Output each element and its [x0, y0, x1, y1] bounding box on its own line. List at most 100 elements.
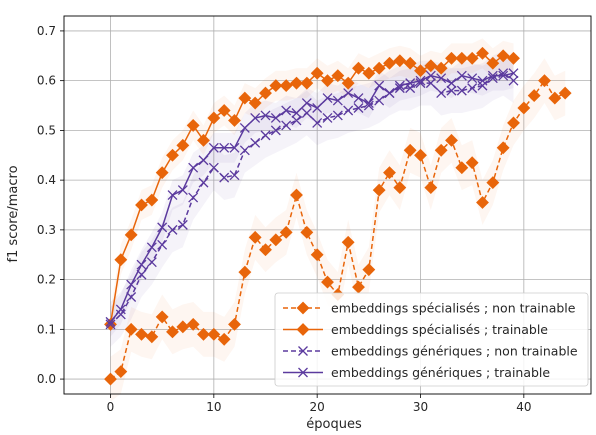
data-point-diamond [207, 111, 221, 125]
data-point-diamond [445, 51, 458, 65]
data-point-x [436, 73, 447, 84]
data-point-x [456, 70, 467, 81]
data-point-x [136, 259, 147, 270]
confidence-band-1 [110, 38, 514, 340]
data-point-x [498, 70, 509, 81]
data-point-diamond [197, 327, 210, 341]
data-point-diamond [558, 86, 572, 100]
data-point-diamond [352, 61, 365, 75]
data-point-diamond [414, 64, 427, 78]
data-point-diamond [145, 193, 159, 207]
x-tick-label: 40 [516, 400, 531, 414]
data-point-diamond [321, 275, 334, 289]
data-point-x [188, 162, 199, 173]
data-point-x [415, 78, 426, 89]
data-point-diamond [186, 118, 200, 132]
data-point-diamond [248, 230, 262, 244]
data-point-x [467, 83, 478, 94]
y-tick-label: 0.3 [37, 223, 56, 237]
confidence-band-3 [110, 58, 514, 337]
y-tick-label: 0.7 [37, 24, 56, 38]
data-point-x [105, 316, 116, 327]
data-point-diamond [465, 156, 479, 170]
data-point-diamond [486, 56, 500, 70]
data-point-x [229, 142, 240, 153]
data-point-x [363, 100, 374, 111]
data-point-x [188, 192, 199, 203]
data-point-x [270, 113, 281, 123]
ticks: 0 10 20 30 40 0.0 0.1 0.2 0.3 0.4 0.5 0.6 0.7 [37, 24, 532, 414]
x-tick-label: 10 [206, 400, 221, 414]
data-point-x [394, 80, 405, 91]
data-point-diamond [496, 49, 510, 63]
data-point-diamond [145, 330, 159, 344]
data-point-x [477, 75, 488, 86]
data-point-x [281, 120, 292, 131]
data-point-x [250, 137, 261, 148]
data-point-x [301, 108, 312, 118]
data-point-diamond [476, 196, 489, 209]
data-point-x [436, 88, 447, 99]
data-point-x [208, 162, 219, 173]
data-point-x [332, 110, 343, 121]
data-point-diamond [455, 161, 469, 175]
data-point-diamond [548, 91, 562, 105]
data-point-diamond [135, 198, 148, 212]
data-point-x [198, 155, 209, 166]
data-point-diamond [259, 243, 272, 257]
y-tick-label: 0.2 [37, 273, 56, 287]
legend-label-1: embeddings spécialisés ; trainable [331, 322, 548, 337]
data-point-diamond [166, 325, 179, 339]
data-point-x [115, 309, 126, 320]
data-point-diamond [424, 181, 438, 195]
data-point-x [270, 125, 281, 136]
y-tick-label: 0.6 [37, 74, 56, 88]
data-point-diamond [166, 148, 179, 162]
data-point-x [115, 304, 126, 315]
data-point-x [425, 70, 436, 81]
series-line [109, 72, 514, 323]
data-point-x [260, 130, 271, 141]
data-point-x [260, 110, 271, 121]
data-point-x [467, 73, 478, 84]
data-point-diamond [538, 74, 551, 88]
data-point-x [291, 115, 302, 126]
data-point-diamond [383, 56, 396, 70]
data-point-x [291, 108, 302, 118]
data-point-x [405, 83, 416, 94]
data-point-diamond [455, 51, 469, 65]
data-point-diamond [414, 148, 427, 162]
data-point-x [198, 177, 209, 188]
data-point-x [343, 88, 354, 99]
y-axis-label: f1 score/macro [6, 165, 21, 262]
data-point-x [477, 80, 488, 91]
data-point-diamond [321, 74, 334, 88]
data-point-diamond [279, 225, 293, 239]
data-point-diamond [517, 101, 531, 115]
data-point-diamond [507, 51, 520, 65]
data-point-diamond [310, 66, 324, 80]
data-point-x [281, 105, 292, 116]
data-point-diamond [269, 233, 283, 247]
series-3 [105, 68, 519, 327]
data-point-x [239, 145, 250, 156]
data-point-x [126, 279, 137, 290]
data-point-diamond [341, 235, 355, 249]
data-point-x [208, 142, 219, 153]
data-point-diamond [197, 133, 210, 147]
data-point-x [157, 239, 168, 250]
data-point-x [157, 222, 168, 233]
data-point-diamond [403, 56, 417, 70]
data-point-diamond [207, 327, 221, 341]
x-tick-label: 0 [107, 400, 115, 414]
data-point-x [312, 103, 323, 113]
data-point-diamond [279, 79, 293, 93]
data-point-diamond [290, 76, 303, 90]
data-point-x [374, 80, 385, 91]
data-point-diamond [238, 265, 252, 279]
data-point-diamond [176, 138, 190, 152]
x-tick-label: 30 [413, 400, 428, 414]
data-point-diamond [424, 59, 438, 73]
y-tick-label: 0.1 [37, 322, 56, 336]
